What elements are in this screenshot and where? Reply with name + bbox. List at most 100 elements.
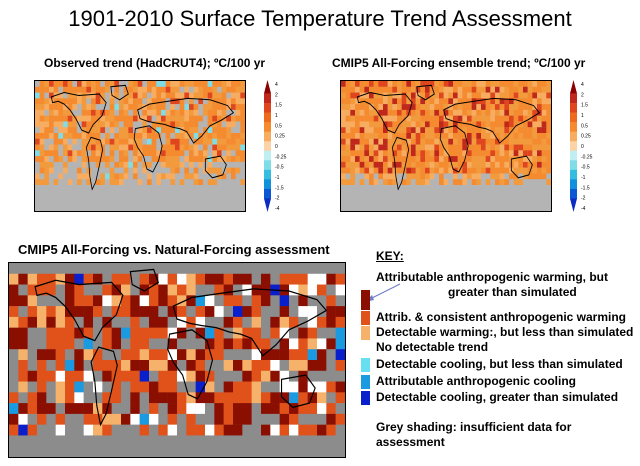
map-grid-cell xyxy=(86,86,92,93)
map-grid-cell xyxy=(130,295,140,307)
map-grid-cell xyxy=(335,360,345,371)
map-grid-cell xyxy=(67,161,73,168)
map-grid-cell xyxy=(214,295,224,307)
map-grid-cell xyxy=(453,202,458,209)
map-grid-cell xyxy=(387,127,393,134)
map-grid-cell xyxy=(251,370,262,382)
map-grid-cell xyxy=(490,115,496,122)
map-grid-cell xyxy=(65,306,75,318)
map-grid-cell xyxy=(74,392,84,404)
map-grid-cell xyxy=(198,173,204,180)
map-grid-cell xyxy=(27,370,38,382)
map-grid-cell xyxy=(448,179,454,186)
map-grid-cell xyxy=(509,190,514,197)
map-grid-cell xyxy=(401,202,407,209)
map-grid-cell xyxy=(235,115,241,122)
map-grid-cell xyxy=(317,349,327,361)
map-grid-cell xyxy=(165,161,171,168)
map-grid-cell xyxy=(65,413,75,425)
map-grid-cell xyxy=(193,127,199,134)
map-grid-cell xyxy=(193,121,199,128)
map-grid-cell xyxy=(86,190,92,197)
map-grid-cell xyxy=(359,179,365,186)
map-grid-cell xyxy=(167,273,178,285)
map-grid-cell xyxy=(251,295,262,307)
map-grid-cell xyxy=(53,173,59,180)
map-grid-cell xyxy=(546,104,551,111)
map-grid-cell xyxy=(485,144,491,151)
map-grid-cell xyxy=(233,435,243,447)
map-grid-cell xyxy=(102,327,112,339)
map-grid-cell xyxy=(9,316,19,328)
map-grid-cell xyxy=(203,202,208,209)
map-grid-cell xyxy=(527,86,533,93)
map-grid-cell xyxy=(158,392,168,404)
map-grid-cell xyxy=(401,138,407,145)
map-grid-cell xyxy=(406,92,412,99)
map-grid-cell xyxy=(67,104,73,111)
map-grid-cell xyxy=(378,185,384,191)
map-grid-cell xyxy=(46,295,56,307)
map-grid-cell xyxy=(179,121,185,128)
map-grid-cell xyxy=(471,185,477,191)
map-grid-cell xyxy=(235,98,241,105)
map-grid-cell xyxy=(95,190,101,197)
map-grid-cell xyxy=(383,185,388,191)
map-grid-cell xyxy=(335,381,345,393)
map-grid-cell xyxy=(86,109,92,116)
map-grid-cell xyxy=(158,381,168,393)
map-grid-cell xyxy=(58,144,64,151)
map-grid-cell xyxy=(67,144,73,151)
map-grid-cell xyxy=(350,104,356,111)
map-grid-cell xyxy=(100,156,106,163)
map-grid-cell xyxy=(9,327,19,339)
map-grid-cell xyxy=(387,179,393,186)
map-grid-cell xyxy=(383,121,388,128)
map-grid-cell xyxy=(298,338,308,350)
map-grid-cell xyxy=(189,196,194,203)
map-grid-cell xyxy=(467,98,472,105)
map-grid-cell xyxy=(513,190,519,197)
map-grid-cell xyxy=(39,196,45,203)
map-grid-cell xyxy=(242,435,252,447)
map-grid-cell xyxy=(397,167,402,174)
map-grid-cell xyxy=(406,81,412,87)
map-grid-cell xyxy=(242,446,252,457)
map-grid-cell xyxy=(251,392,262,404)
map-grid-cell xyxy=(457,104,463,111)
map-grid-cell xyxy=(114,98,120,105)
map-grid-cell xyxy=(27,360,38,371)
map-grid-cell xyxy=(63,208,68,211)
map-grid-cell xyxy=(205,413,215,425)
map-grid-cell xyxy=(83,392,94,404)
map-grid-cell xyxy=(193,98,199,105)
map-grid-cell xyxy=(58,92,64,99)
map-grid-cell xyxy=(63,156,68,163)
map-grid-cell xyxy=(373,190,379,197)
map-grid-cell xyxy=(546,144,551,151)
map-grid-cell xyxy=(186,446,196,457)
map-grid-cell xyxy=(81,161,87,168)
map-grid-cell xyxy=(81,98,87,105)
map-grid-cell xyxy=(189,208,194,211)
map-grid-cell xyxy=(177,306,187,318)
map-grid-cell xyxy=(123,133,129,139)
map-grid-cell xyxy=(509,109,514,116)
map-grid-cell xyxy=(114,156,120,163)
map-grid-cell xyxy=(67,179,73,186)
map-grid-cell xyxy=(18,306,28,318)
map-grid-cell xyxy=(147,109,152,116)
map-grid-cell xyxy=(462,179,468,186)
map-grid-cell xyxy=(161,133,166,139)
map-grid-cell xyxy=(235,156,241,163)
map-grid-cell xyxy=(49,208,54,211)
map-grid-cell xyxy=(364,208,370,211)
map-grid-cell xyxy=(114,86,120,93)
map-grid-cell xyxy=(527,150,533,157)
map-grid-cell xyxy=(326,349,336,361)
map-grid-cell xyxy=(170,167,176,174)
map-grid-cell xyxy=(541,167,547,174)
map-grid-cell xyxy=(513,138,519,145)
map-grid-cell xyxy=(137,144,143,151)
map-grid-cell xyxy=(317,446,327,457)
